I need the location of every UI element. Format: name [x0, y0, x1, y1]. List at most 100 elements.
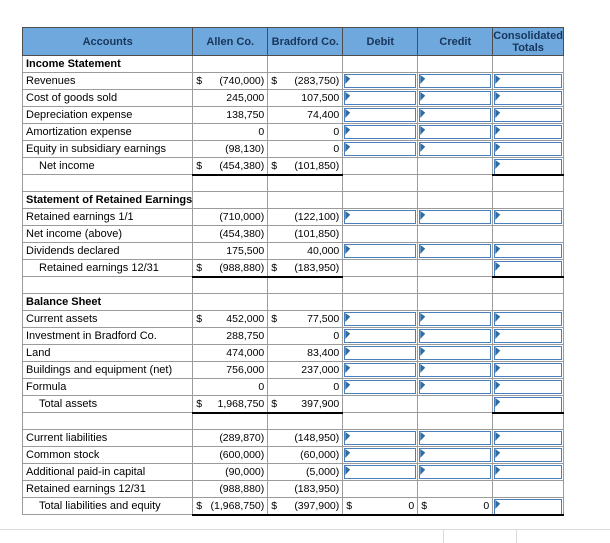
- allen-value: (988,880): [219, 483, 265, 495]
- cell-credit: [417, 310, 494, 328]
- debit-input-cell[interactable]: [344, 244, 417, 258]
- cell-flag-icon: [345, 432, 351, 441]
- consolidated-input-cell[interactable]: [494, 108, 562, 122]
- cell-flag-icon: [495, 211, 501, 220]
- cell-credit: [417, 106, 494, 124]
- debit-input-cell[interactable]: [344, 431, 417, 445]
- cell-flag-icon: [420, 92, 426, 101]
- credit-input-cell[interactable]: [419, 380, 492, 394]
- allen-value: 138,750: [226, 109, 265, 121]
- consolidated-input-cell[interactable]: [494, 261, 562, 275]
- debit-input-cell[interactable]: [344, 312, 417, 326]
- cell-accounts: Buildings and equipment (net): [21, 361, 194, 379]
- cell-consolidated: [492, 72, 564, 90]
- credit-input-cell[interactable]: [419, 448, 492, 462]
- consolidated-input-cell[interactable]: [494, 125, 562, 139]
- cell-accounts: [21, 174, 194, 192]
- allen-value: 474,000: [226, 347, 265, 359]
- credit-input-cell[interactable]: [419, 346, 492, 360]
- cell-bradford: [267, 276, 344, 294]
- consolidated-input-cell[interactable]: [494, 312, 562, 326]
- cell-flag-icon: [345, 143, 351, 152]
- currency-symbol: $: [271, 159, 278, 172]
- credit-input-cell[interactable]: [419, 431, 492, 445]
- consolidated-input-cell[interactable]: [494, 329, 562, 343]
- cell-consolidated: [492, 446, 564, 464]
- consolidated-input-cell[interactable]: [494, 448, 562, 462]
- debit-input-cell[interactable]: [344, 329, 417, 343]
- cell-allen: [192, 293, 269, 311]
- consolidated-input-cell[interactable]: [494, 91, 562, 105]
- bradford-value: (101,850): [294, 159, 340, 172]
- currency-symbol: $: [346, 499, 353, 512]
- credit-input-cell[interactable]: [419, 108, 492, 122]
- debit-input-cell[interactable]: [344, 108, 417, 122]
- cell-bradford: (101,850): [267, 225, 344, 243]
- credit-input-cell[interactable]: [419, 465, 492, 479]
- cell-allen: (98,130): [192, 140, 269, 158]
- bradford-value: (283,750): [294, 75, 340, 87]
- credit-input-cell[interactable]: [419, 91, 492, 105]
- debit-input-cell[interactable]: [344, 74, 417, 88]
- cell-flag-icon: [495, 381, 501, 390]
- cell-flag-icon: [345, 330, 351, 339]
- credit-input-cell[interactable]: [419, 363, 492, 377]
- consolidated-input-cell[interactable]: [494, 244, 562, 258]
- row-label: Amortization expense: [26, 126, 132, 138]
- debit-input-cell[interactable]: [344, 363, 417, 377]
- cell-bradford: 0: [267, 327, 344, 345]
- cell-bradford: [267, 293, 344, 311]
- consolidated-input-cell[interactable]: [494, 142, 562, 156]
- debit-input-cell[interactable]: [344, 448, 417, 462]
- cell-flag-icon: [345, 92, 351, 101]
- row-label: Total liabilities and equity: [39, 500, 161, 512]
- cell-allen: $ (1,968,750): [192, 497, 269, 516]
- cell-debit: [342, 191, 419, 209]
- credit-input-cell[interactable]: [419, 329, 492, 343]
- consolidated-input-cell[interactable]: [494, 210, 562, 224]
- cell-accounts: Land: [21, 344, 194, 362]
- consolidated-input-cell[interactable]: [494, 74, 562, 88]
- credit-input-cell[interactable]: [419, 312, 492, 326]
- bradford-value: 0: [333, 143, 340, 155]
- cell-allen: $ (740,000): [192, 72, 269, 90]
- consolidated-input-cell[interactable]: [494, 397, 562, 411]
- currency-symbol: $: [196, 499, 203, 512]
- credit-input-cell[interactable]: [419, 210, 492, 224]
- debit-input-cell[interactable]: [344, 346, 417, 360]
- debit-input-cell[interactable]: [344, 210, 417, 224]
- debit-input-cell[interactable]: [344, 142, 417, 156]
- row-label: Depreciation expense: [26, 109, 133, 121]
- consolidated-input-cell[interactable]: [494, 363, 562, 377]
- consolidated-input-cell[interactable]: [494, 465, 562, 479]
- consolidated-input-cell[interactable]: [494, 159, 562, 173]
- credit-input-cell[interactable]: [419, 125, 492, 139]
- cell-flag-icon: [495, 262, 501, 271]
- cell-consolidated: [492, 123, 564, 141]
- consolidated-input-cell[interactable]: [494, 346, 562, 360]
- debit-input-cell[interactable]: [344, 91, 417, 105]
- bradford-value: (5,000): [305, 466, 340, 478]
- consolidated-input-cell[interactable]: [494, 431, 562, 445]
- row-label: Net income (above): [26, 228, 122, 240]
- consolidated-input-cell[interactable]: [494, 499, 562, 513]
- credit-input-cell[interactable]: [419, 74, 492, 88]
- debit-input-cell[interactable]: [344, 380, 417, 394]
- cell-consolidated: [492, 497, 564, 516]
- consolidated-input-cell[interactable]: [494, 380, 562, 394]
- row-current-liabilities: Current liabilities (289,870) (148,950): [21, 429, 564, 447]
- row-label: Land: [26, 347, 51, 359]
- cell-debit: [342, 395, 419, 413]
- allen-value: (454,380): [219, 159, 265, 172]
- cell-consolidated: [492, 310, 564, 328]
- allen-value: 756,000: [226, 364, 265, 376]
- cell-debit: [342, 446, 419, 464]
- credit-input-cell[interactable]: [419, 142, 492, 156]
- cell-allen: $ (988,880): [192, 259, 269, 278]
- cell-bradford: [267, 55, 344, 73]
- debit-input-cell[interactable]: [344, 465, 417, 479]
- debit-input-cell[interactable]: [344, 125, 417, 139]
- cell-debit: [342, 140, 419, 158]
- cell-debit: [342, 293, 419, 311]
- credit-input-cell[interactable]: [419, 244, 492, 258]
